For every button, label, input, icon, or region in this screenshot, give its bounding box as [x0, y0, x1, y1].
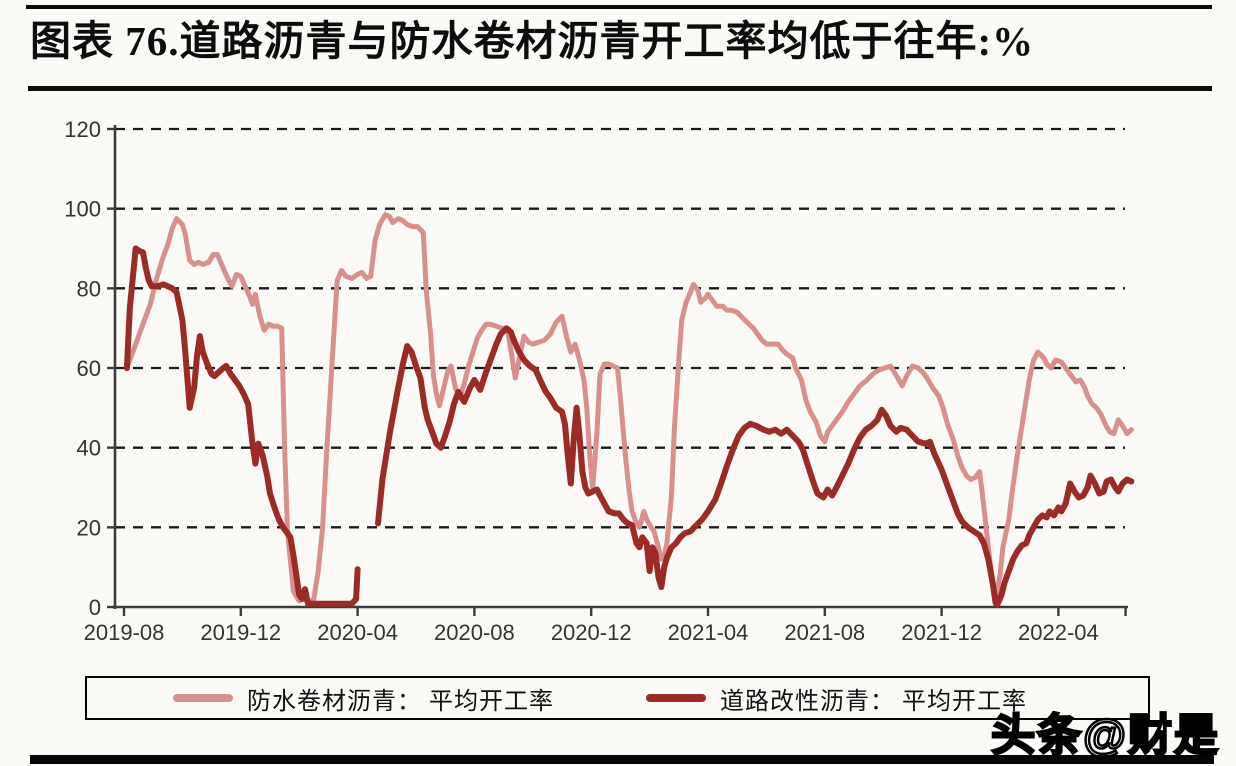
- y-tick-label: 0: [89, 595, 101, 620]
- title-divider: [28, 86, 1212, 91]
- y-tick-label: 20: [77, 515, 101, 540]
- y-tick-label: 80: [77, 276, 101, 301]
- series-line-road-modified-asphalt: [123, 245, 361, 607]
- legend-label-waterproof: 防水卷材沥青： 平均开工率: [247, 688, 554, 715]
- road-series-swatch-icon: [646, 694, 706, 702]
- legend-item-waterproof-membrane-asphalt: 防水卷材沥青： 平均开工率: [173, 681, 554, 716]
- waterproof-series-swatch-icon: [173, 694, 233, 702]
- x-tick-label: 2019-12: [200, 620, 281, 645]
- watermark: 头条@财是: [990, 710, 1220, 762]
- x-tick-label: 2022-04: [1018, 620, 1099, 645]
- x-tick-label: 2021-08: [784, 620, 865, 645]
- bottom-divider: [30, 755, 1214, 764]
- y-tick-label: 60: [77, 356, 101, 381]
- legend-item-road-modified-asphalt: 道路改性沥青： 平均开工率: [646, 681, 1027, 716]
- x-tick-label: 2019-08: [84, 620, 165, 645]
- figure-title: 图表 76.道路沥青与防水卷材沥青开工率均低于往年:%: [30, 18, 1035, 64]
- series-line-road-modified-asphalt: [375, 325, 1135, 608]
- x-tick-label: 2021-12: [901, 620, 982, 645]
- x-tick-label: 2020-04: [317, 620, 398, 645]
- y-tick-label: 100: [64, 197, 101, 222]
- y-tick-label: 120: [64, 117, 101, 142]
- y-tick-label: 40: [77, 436, 101, 461]
- x-tick-label: 2020-12: [551, 620, 632, 645]
- x-tick-label: 2021-04: [668, 620, 749, 645]
- top-divider: [26, 5, 1212, 9]
- series-line-waterproof-membrane-asphalt: [124, 212, 1134, 606]
- x-tick-label: 2020-08: [434, 620, 515, 645]
- chart-legend: 防水卷材沥青： 平均开工率 道路改性沥青： 平均开工率: [85, 676, 1150, 720]
- legend-label-road: 道路改性沥青： 平均开工率: [720, 688, 1027, 715]
